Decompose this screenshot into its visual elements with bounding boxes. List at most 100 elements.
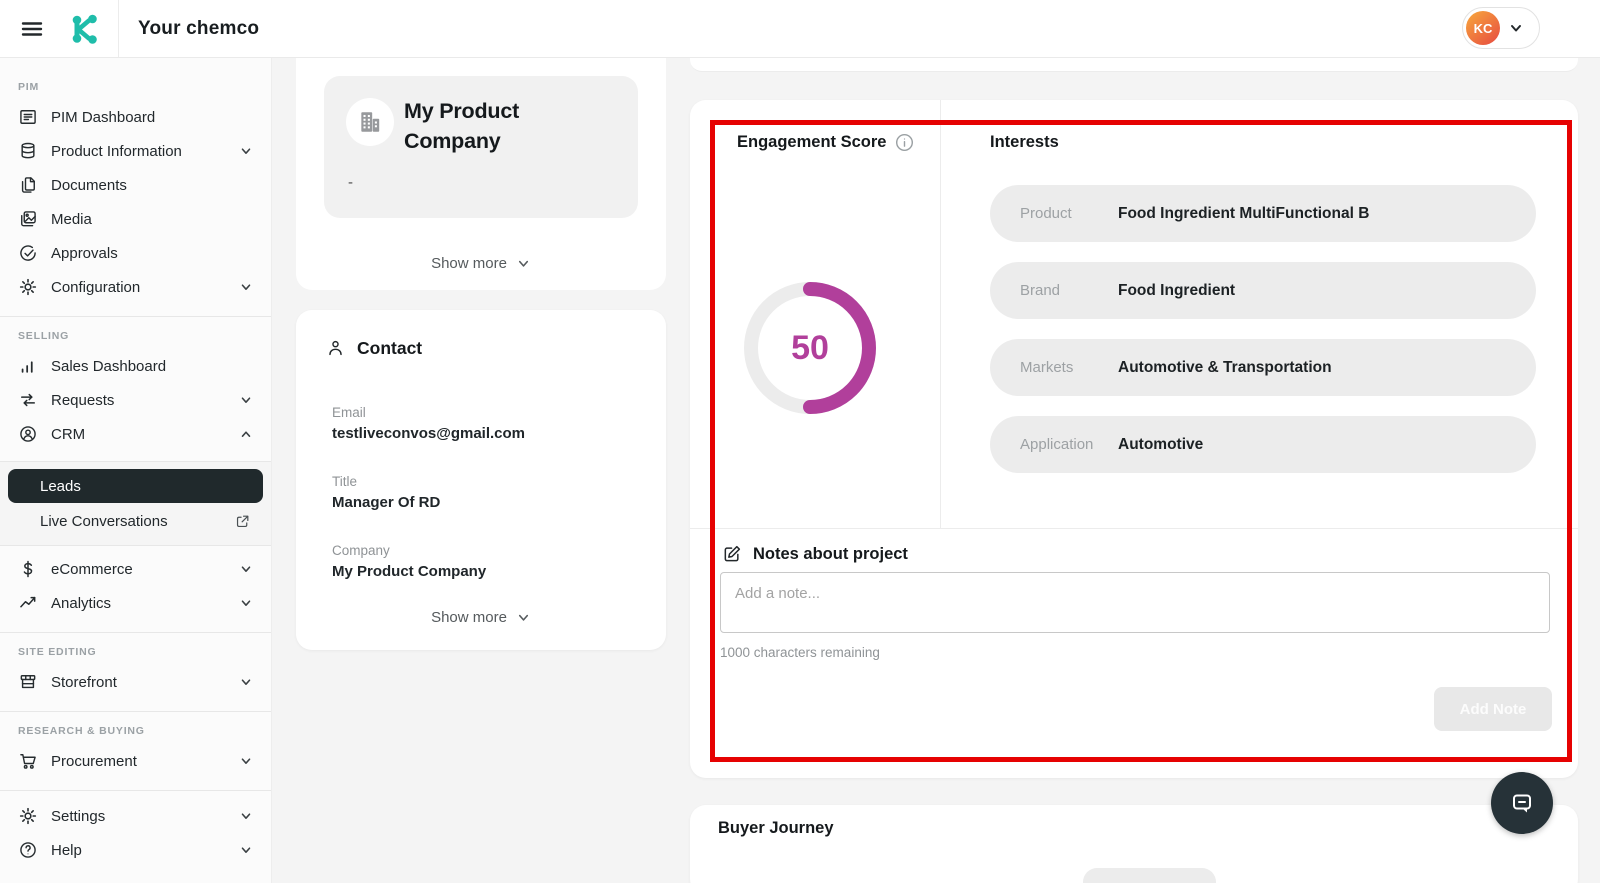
chevron-down-icon bbox=[1508, 20, 1524, 36]
storefront-icon bbox=[18, 672, 38, 692]
documents-icon bbox=[18, 175, 38, 195]
knowde-logo[interactable] bbox=[66, 11, 102, 47]
section-label-research-buying: RESEARCH & BUYING bbox=[18, 725, 145, 737]
lead-detail-panel: Engagement Score 50 Interests Product Fo… bbox=[690, 100, 1578, 778]
sidebar-divider bbox=[0, 790, 271, 791]
sidebar-divider bbox=[0, 316, 271, 317]
info-icon[interactable] bbox=[895, 133, 914, 152]
chevron-up-icon bbox=[239, 427, 253, 441]
company-detail: - bbox=[348, 174, 353, 191]
help-icon bbox=[18, 840, 38, 860]
chevron-down-icon bbox=[239, 144, 253, 158]
interest-row-application: Application Automotive bbox=[990, 416, 1536, 473]
add-note-button[interactable]: Add Note bbox=[1434, 687, 1552, 731]
account-menu-button[interactable]: KC bbox=[1462, 7, 1540, 49]
chevron-down-icon bbox=[239, 393, 253, 407]
configuration-gear-icon bbox=[18, 277, 38, 297]
external-link-icon bbox=[234, 513, 251, 530]
sidebar-item-configuration[interactable]: Configuration bbox=[0, 270, 271, 304]
media-icon bbox=[18, 209, 38, 229]
chevron-down-icon bbox=[239, 754, 253, 768]
sidebar-item-storefront[interactable]: Storefront bbox=[0, 665, 271, 699]
engagement-score-header: Engagement Score bbox=[737, 133, 914, 152]
panel-horizontal-divider bbox=[690, 528, 1578, 529]
sidebar-item-live-conversations[interactable]: Live Conversations bbox=[0, 503, 271, 539]
sidebar-item-analytics[interactable]: Analytics bbox=[0, 586, 271, 620]
scrolled-card-remnant bbox=[690, 58, 1578, 72]
contact-title: Contact bbox=[357, 338, 423, 358]
engagement-gauge: 50 bbox=[742, 280, 878, 416]
sidebar-item-media[interactable]: Media bbox=[0, 202, 271, 236]
sidebar-item-settings[interactable]: Settings bbox=[0, 799, 271, 833]
section-label-site-editing: SITE EDITING bbox=[18, 646, 97, 658]
page-title: Your chemco bbox=[138, 18, 260, 39]
chat-bubble-icon bbox=[1513, 794, 1531, 813]
crm-submenu: Leads Live Conversations bbox=[0, 461, 271, 546]
top-bar: Your chemco KC bbox=[0, 0, 1600, 58]
contact-card: Contact Email testliveconvos@gmail.com T… bbox=[296, 310, 666, 650]
company-card: My Product Company - Show more bbox=[296, 58, 666, 290]
pim-dashboard-icon bbox=[18, 107, 38, 127]
sidebar-nav: PIM PIM Dashboard Product Information Do… bbox=[0, 58, 272, 883]
cart-icon bbox=[18, 751, 38, 771]
database-icon bbox=[18, 141, 38, 161]
engagement-score-value: 50 bbox=[791, 328, 829, 367]
buyer-journey-card: Buyer Journey bbox=[690, 805, 1578, 883]
section-label-pim: PIM bbox=[18, 81, 40, 93]
company-avatar bbox=[346, 98, 394, 146]
chevron-down-icon bbox=[239, 562, 253, 576]
analytics-trend-icon bbox=[18, 593, 38, 613]
company-summary-box: My Product Company - bbox=[324, 76, 638, 218]
contact-field-title: Title Manager Of RD bbox=[332, 474, 441, 511]
dollar-icon bbox=[18, 559, 38, 579]
chevron-down-icon bbox=[518, 614, 528, 621]
sidebar-item-pim-dashboard[interactable]: PIM Dashboard bbox=[0, 100, 271, 134]
sidebar-item-documents[interactable]: Documents bbox=[0, 168, 271, 202]
gauge-progress-arc bbox=[803, 282, 876, 414]
company-name: My Product Company bbox=[404, 99, 520, 153]
interest-row-markets: Markets Automotive & Transportation bbox=[990, 339, 1536, 396]
person-icon bbox=[329, 340, 342, 356]
sidebar-item-sales-dashboard[interactable]: Sales Dashboard bbox=[0, 349, 271, 383]
chevron-down-icon bbox=[239, 843, 253, 857]
notes-header: Notes about project bbox=[722, 544, 908, 564]
settings-gear-icon bbox=[18, 806, 38, 826]
interest-row-brand: Brand Food Ingredient bbox=[990, 262, 1536, 319]
sidebar-divider bbox=[0, 711, 271, 712]
sidebar-item-procurement[interactable]: Procurement bbox=[0, 744, 271, 778]
chevron-down-icon bbox=[239, 809, 253, 823]
approvals-check-icon bbox=[18, 243, 38, 263]
contact-field-email: Email testliveconvos@gmail.com bbox=[332, 405, 526, 442]
crm-person-icon bbox=[18, 424, 38, 444]
interest-row-product: Product Food Ingredient MultiFunctional … bbox=[990, 185, 1536, 242]
chevron-down-icon bbox=[239, 280, 253, 294]
sidebar-item-help[interactable]: Help bbox=[0, 833, 271, 867]
note-input[interactable] bbox=[720, 572, 1550, 633]
building-icon bbox=[361, 112, 380, 132]
sidebar-item-leads-active[interactable]: Leads bbox=[8, 469, 263, 503]
avatar: KC bbox=[1466, 11, 1500, 45]
chat-button[interactable] bbox=[1491, 772, 1553, 834]
sidebar-item-ecommerce[interactable]: eCommerce bbox=[0, 552, 271, 586]
sidebar-item-requests[interactable]: Requests bbox=[0, 383, 271, 417]
characters-remaining: 1000 characters remaining bbox=[720, 645, 880, 660]
topbar-divider bbox=[118, 0, 119, 57]
contact-field-company: Company My Product Company bbox=[332, 543, 487, 580]
buyer-journey-title: Buyer Journey bbox=[718, 819, 834, 837]
sidebar-item-crm[interactable]: CRM bbox=[0, 417, 271, 451]
edit-note-icon bbox=[724, 545, 741, 562]
sidebar-item-approvals[interactable]: Approvals bbox=[0, 236, 271, 270]
interests-header: Interests bbox=[990, 133, 1059, 151]
hamburger-menu-icon[interactable] bbox=[20, 17, 44, 41]
chevron-down-icon bbox=[239, 596, 253, 610]
company-show-more-button[interactable]: Show more bbox=[296, 252, 666, 274]
sidebar-item-product-information[interactable]: Product Information bbox=[0, 134, 271, 168]
contact-header: Contact bbox=[326, 338, 422, 359]
section-label-selling: SELLING bbox=[18, 330, 70, 342]
contact-show-more-button[interactable]: Show more bbox=[296, 606, 666, 628]
sidebar-divider bbox=[0, 632, 271, 633]
chevron-down-icon bbox=[518, 260, 528, 267]
panel-vertical-divider bbox=[940, 100, 941, 528]
bar-chart-icon bbox=[18, 356, 38, 376]
chevron-down-icon bbox=[239, 675, 253, 689]
